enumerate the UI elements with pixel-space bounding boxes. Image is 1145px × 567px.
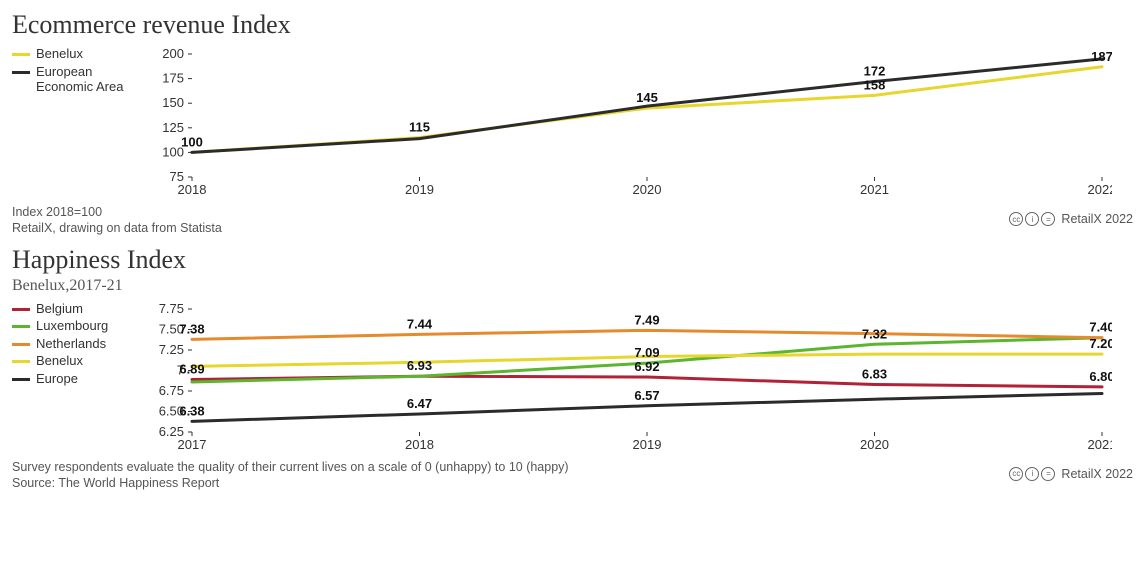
svg-text:6.92: 6.92 [634,359,659,374]
svg-text:2021: 2021 [860,182,889,197]
legend-item: Benelux [12,46,152,62]
legend-label: Benelux [36,46,83,62]
chart2-footnote2: Source: The World Happiness Report [12,475,569,491]
chart1-title: Ecommerce revenue Index [12,10,1133,40]
chart1-plot-wrap: 7510012515017520020182019202020212022100… [152,42,1133,202]
chart2-plot-wrap: 6.256.506.7577.257.507.75201720182019202… [152,297,1133,457]
svg-text:2019: 2019 [405,182,434,197]
legend-swatch [12,343,30,346]
svg-text:2020: 2020 [860,437,889,452]
svg-text:115: 115 [409,120,430,135]
svg-text:7.40: 7.40 [1089,319,1112,334]
chart2-title: Happiness Index [12,245,1133,275]
svg-text:2017: 2017 [178,437,207,452]
legend-item: Luxembourg [12,318,152,334]
legend-item: Benelux [12,353,152,369]
svg-text:2022: 2022 [1088,182,1112,197]
legend-item: Europe [12,371,152,387]
svg-text:2018: 2018 [405,437,434,452]
svg-text:2019: 2019 [633,437,662,452]
svg-text:2020: 2020 [633,182,662,197]
legend-label: Luxembourg [36,318,108,334]
chart1-footer: Index 2018=100 RetailX, drawing on data … [12,202,1133,237]
chart2-attribution: cc i = RetailX 2022 [1009,467,1133,481]
svg-text:6.89: 6.89 [179,361,204,376]
svg-text:172: 172 [864,64,886,79]
svg-text:7.38: 7.38 [179,321,204,336]
chart2-footnote1: Survey respondents evaluate the quality … [12,459,569,475]
cc-nd-icon: = [1041,467,1055,481]
chart1-attribution: cc i = RetailX 2022 [1009,212,1133,226]
cc-icons: cc i = [1009,467,1055,481]
svg-text:6.93: 6.93 [407,358,432,373]
cc-icon: cc [1009,467,1023,481]
legend-swatch [12,308,30,311]
ecommerce-chart-block: Ecommerce revenue Index Benelux European … [12,10,1133,237]
cc-by-icon: i [1025,212,1039,226]
chart2-footnotes: Survey respondents evaluate the quality … [12,459,569,492]
legend-swatch [12,360,30,363]
svg-text:2018: 2018 [178,182,207,197]
svg-text:158: 158 [864,77,886,92]
legend-swatch [12,378,30,381]
legend-label: Europe [36,371,78,387]
svg-text:100: 100 [181,134,203,149]
chart1-legend: Benelux European Economic Area [12,42,152,97]
chart2-plot: 6.256.506.7577.257.507.75201720182019202… [152,297,1112,452]
svg-text:7.75: 7.75 [159,301,184,316]
chart1-footnote1: Index 2018=100 [12,204,222,220]
legend-label: European Economic Area [36,64,152,95]
svg-text:7.44: 7.44 [407,316,433,331]
legend-item: Netherlands [12,336,152,352]
svg-text:7.20: 7.20 [1089,336,1112,351]
chart2-attrib-text: RetailX 2022 [1061,467,1133,481]
svg-text:2021: 2021 [1088,437,1112,452]
svg-text:6.38: 6.38 [179,403,204,418]
happiness-chart-block: Happiness Index Benelux,2017-21 BelgiumL… [12,245,1133,492]
svg-text:6.75: 6.75 [159,383,184,398]
svg-text:6.83: 6.83 [862,366,887,381]
svg-text:7.25: 7.25 [159,342,184,357]
cc-icons: cc i = [1009,212,1055,226]
chart2-legend: BelgiumLuxembourg NetherlandsBenelux Europ… [12,297,152,389]
chart2-row: BelgiumLuxembourg NetherlandsBenelux Europ… [12,297,1133,457]
legend-swatch [12,71,30,74]
svg-text:7.32: 7.32 [862,326,887,341]
chart1-footnote2: RetailX, drawing on data from Statista [12,220,222,236]
chart1-plot: 7510012515017520020182019202020212022100… [152,42,1112,197]
svg-text:7.09: 7.09 [634,345,659,360]
legend-item: European Economic Area [12,64,152,95]
chart2-footer: Survey respondents evaluate the quality … [12,457,1133,492]
svg-text:187: 187 [1091,49,1112,64]
svg-text:6.57: 6.57 [634,387,659,402]
legend-label: Benelux [36,353,83,369]
svg-text:125: 125 [162,120,184,135]
legend-item: Belgium [12,301,152,317]
cc-icon: cc [1009,212,1023,226]
legend-label: Netherlands [36,336,106,352]
svg-text:175: 175 [162,71,184,86]
legend-swatch [12,325,30,328]
chart1-attrib-text: RetailX 2022 [1061,212,1133,226]
svg-text:150: 150 [162,95,184,110]
svg-text:200: 200 [162,46,184,61]
cc-by-icon: i [1025,467,1039,481]
chart2-subtitle: Benelux,2017-21 [12,277,1133,295]
svg-text:7.49: 7.49 [634,312,659,327]
chart1-footnotes: Index 2018=100 RetailX, drawing on data … [12,204,222,237]
svg-text:6.47: 6.47 [407,395,432,410]
svg-text:6.80: 6.80 [1089,368,1112,383]
chart1-row: BeneluxEuropean Economic Area 7510012515… [12,42,1133,202]
legend-swatch [12,53,30,56]
legend-label: Belgium [36,301,83,317]
cc-nd-icon: = [1041,212,1055,226]
svg-text:145: 145 [636,90,658,105]
